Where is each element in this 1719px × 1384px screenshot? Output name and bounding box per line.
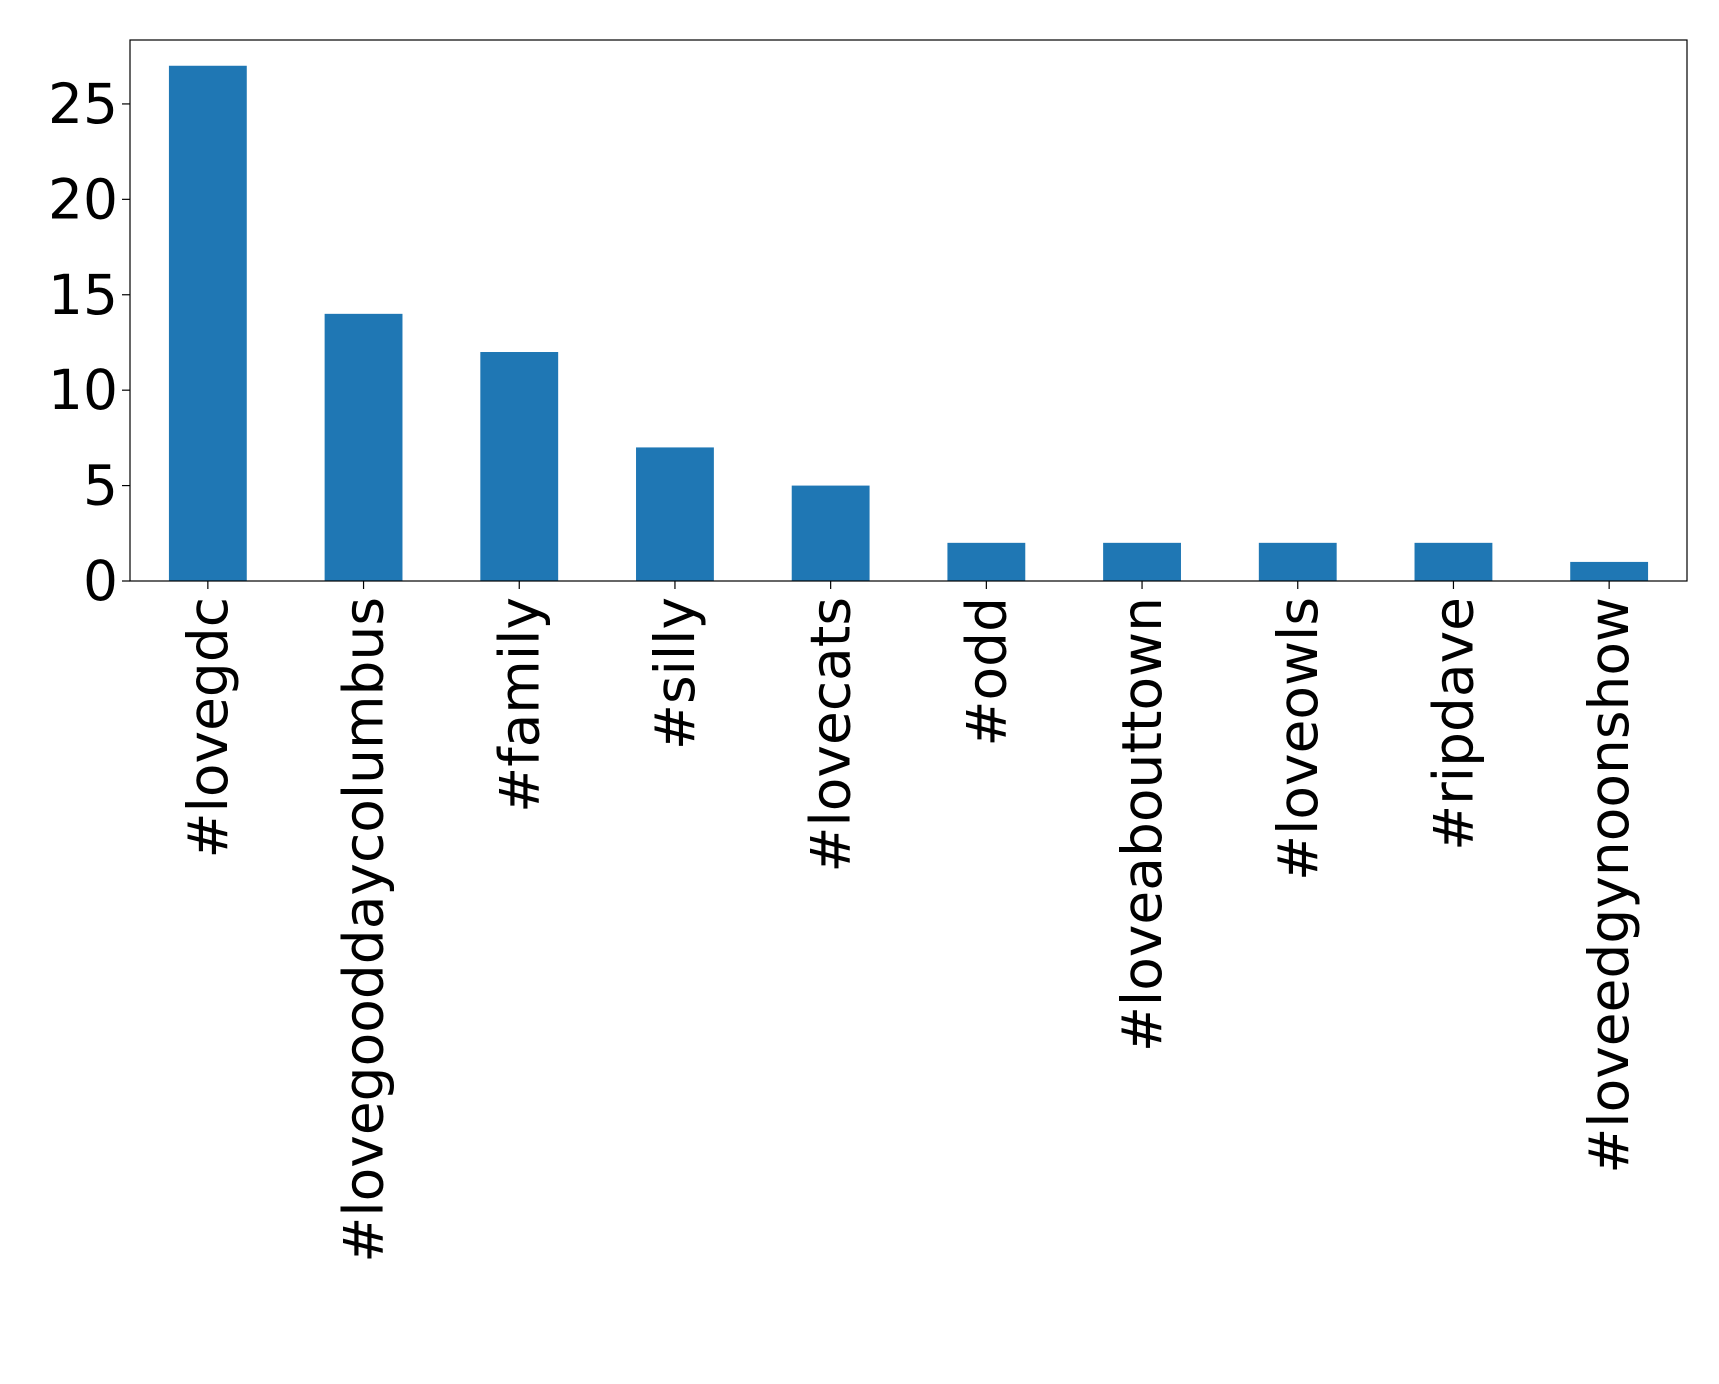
bar (947, 542, 1026, 581)
y-tick-label: 0 (83, 549, 118, 613)
x-tick-label: #lovecats (799, 597, 863, 873)
bar (1258, 542, 1337, 581)
plot-frame (129, 39, 1688, 582)
y-tick-label: 20 (48, 167, 118, 231)
y-tick-label: 25 (48, 72, 118, 136)
x-tick-label: #lovegdc (176, 597, 240, 858)
bar (1103, 542, 1181, 581)
x-tick-label: #odd (954, 597, 1018, 747)
x-tick-label: #ripdave (1421, 597, 1485, 851)
x-tick-label: #lovegooddaycolumbus (332, 597, 396, 1263)
y-tick-label: 5 (83, 454, 118, 518)
bar (1414, 542, 1493, 581)
x-tick-label: #loveedgynoonshow (1577, 597, 1641, 1174)
x-tick-label: #family (487, 597, 551, 813)
y-tick-label: 10 (48, 358, 118, 422)
bar (168, 65, 247, 581)
x-tick-label: #loveowls (1266, 597, 1330, 881)
bar (1570, 561, 1649, 581)
bar (324, 313, 403, 581)
bar (480, 352, 559, 581)
x-tick-label: #loveabouttown (1110, 597, 1174, 1052)
y-tick-label: 15 (48, 263, 118, 327)
bar (636, 447, 714, 581)
bar (791, 485, 870, 581)
x-tick-label: #silly (643, 597, 707, 750)
